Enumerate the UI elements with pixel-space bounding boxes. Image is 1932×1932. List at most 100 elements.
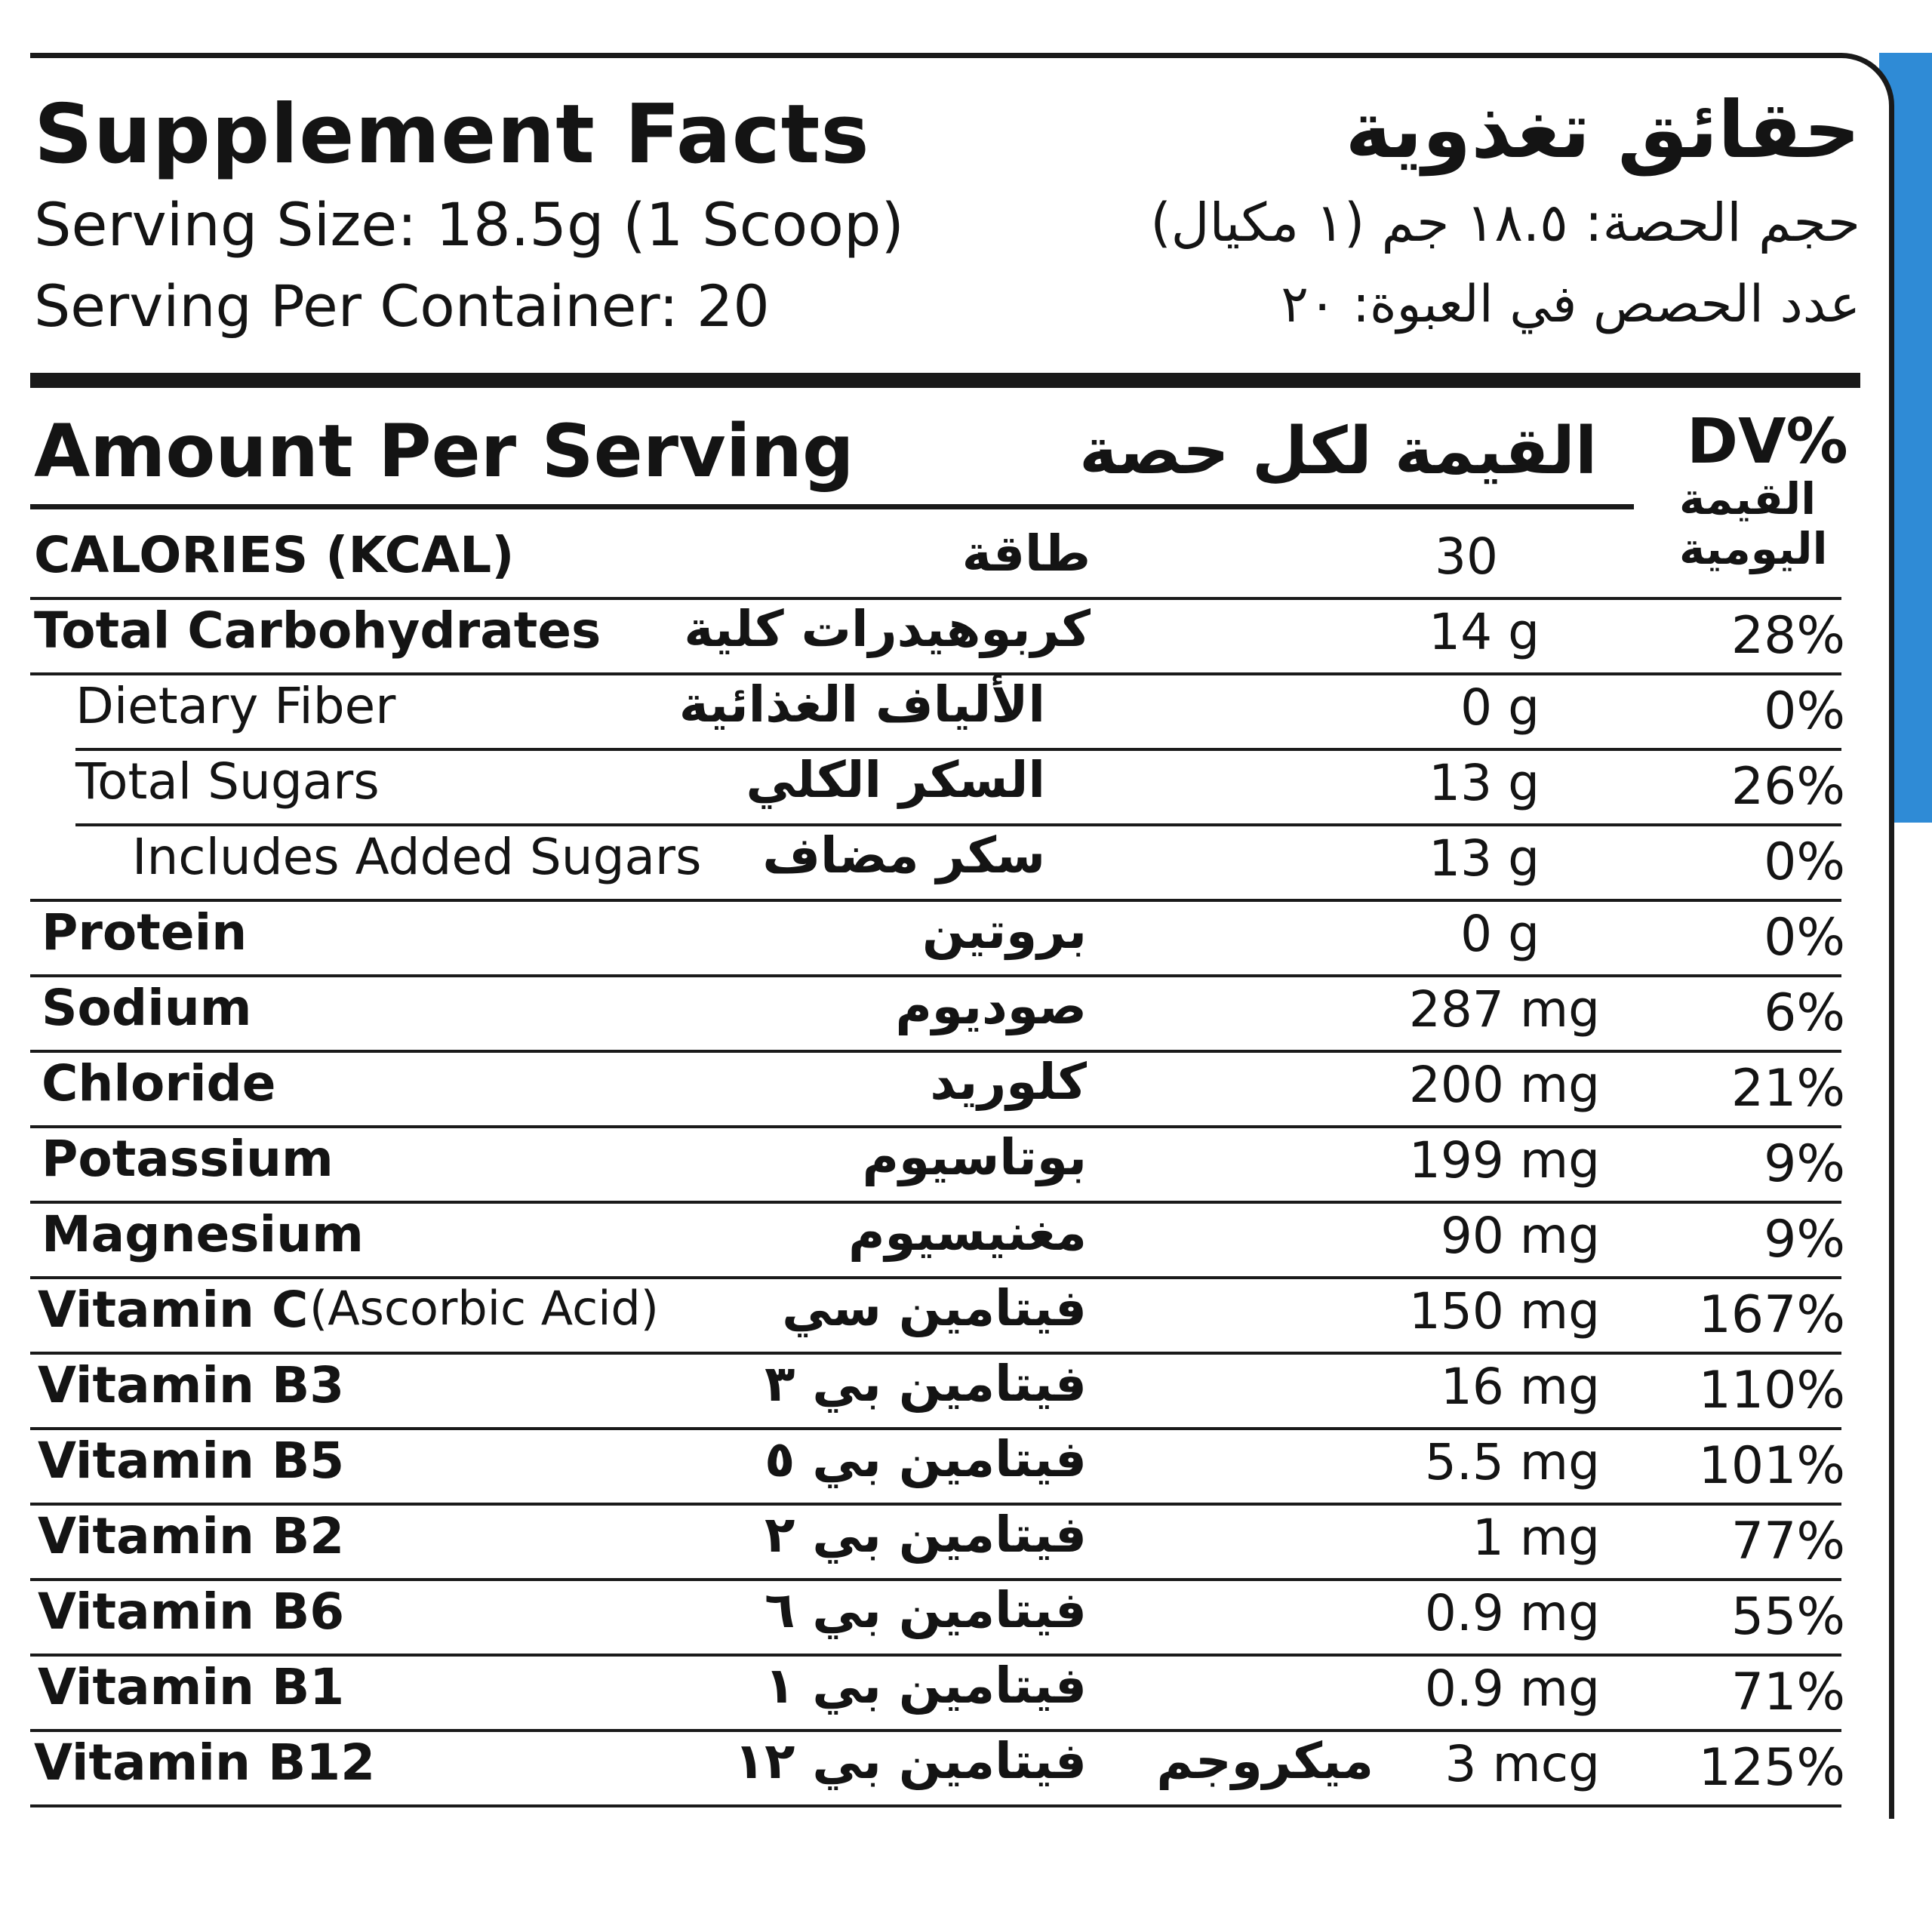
nutrient-name-arabic: فيتامين بي ٥ (764, 1430, 1087, 1488)
nutrient-name-arabic: الألياف الغذائية (678, 675, 1045, 734)
nutrient-name-english: Vitamin C (38, 1281, 309, 1339)
title-arabic: حقائق تغذوية (1345, 84, 1860, 176)
nutrient-name-arabic: بوتاسيوم (862, 1128, 1087, 1186)
nutrient-name-arabic: فيتامين بي ٢ (764, 1506, 1087, 1564)
nutrient-name-arabic: كربوهيدرات كلية (684, 600, 1091, 658)
nutrient-daily-value: 26% (1730, 757, 1845, 817)
row-divider (30, 1729, 1841, 1732)
nutrient-amount: 1 mg (1472, 1509, 1600, 1567)
nutrient-amount: 0.9 mg (1424, 1660, 1600, 1718)
row-divider (75, 748, 1841, 751)
nutrient-name-arabic: سكر مضاف (762, 826, 1045, 884)
nutrient-name-arabic: كلوريد (930, 1053, 1087, 1111)
nutrient-amount: 13 g (1429, 754, 1540, 812)
nutrient-daily-value: 125% (1698, 1738, 1845, 1798)
nutrient-amount: 0 g (1460, 905, 1540, 963)
nutrient-amount: 14 g (1429, 603, 1540, 661)
nutrient-row: Vitamin B3 فيتامين بي ٣ 16 mg 110% (0, 1355, 1932, 1430)
nutrient-amount: 16 mg (1440, 1358, 1600, 1416)
nutrient-name-english: Vitamin B2 (38, 1507, 345, 1565)
nutrient-name-arabic: بروتين (922, 902, 1087, 960)
nutrient-daily-value: 77% (1730, 1512, 1845, 1571)
nutrient-amount: 0 g (1460, 678, 1540, 737)
nutrient-name-arabic: فيتامين بي ١ (764, 1657, 1087, 1715)
nutrient-row: CALORIES (KCAL) طاقة 30 (0, 525, 1932, 600)
nutrient-row: Vitamin C (Ascorbic Acid) فيتامين سي 150 mg… (0, 1279, 1932, 1355)
amount-per-serving-english: Amount Per Serving (34, 409, 854, 494)
nutrient-unit-arabic: ميكروجم (1156, 1732, 1374, 1790)
nutrient-amount: 90 mg (1440, 1207, 1600, 1265)
nutrient-name-english: Vitamin B5 (38, 1432, 345, 1490)
daily-value-arabic-line2: اليومية (1679, 523, 1828, 574)
nutrient-row: Total Sugars السكر الكلي 13 g 26% (0, 751, 1932, 826)
nutrient-amount: 199 mg (1408, 1131, 1600, 1189)
nutrient-daily-value: 167% (1698, 1285, 1845, 1345)
nutrient-amount: 30 (1435, 528, 1498, 586)
nutrient-name-english: Chloride (42, 1054, 276, 1112)
nutrient-daily-value: 9% (1764, 1134, 1845, 1194)
daily-value-arabic-line1: القيمة (1679, 473, 1817, 525)
row-divider (75, 823, 1841, 826)
nutrient-name-english: Protein (42, 903, 248, 961)
nutrient-amount: 13 g (1429, 829, 1540, 888)
header-divider (30, 373, 1860, 388)
nutrient-name-arabic: صوديوم (895, 977, 1087, 1035)
nutrient-name-arabic: فيتامين بي ١٢ (734, 1732, 1087, 1790)
nutrient-amount: 0.9 mg (1424, 1584, 1600, 1642)
amount-header-rule (30, 504, 1634, 509)
nutrient-daily-value: 110% (1698, 1361, 1845, 1420)
nutrient-daily-value: 71% (1730, 1663, 1845, 1722)
row-divider (30, 597, 1841, 600)
nutrient-name-english: Vitamin B12 (34, 1734, 376, 1792)
nutrient-daily-value: 101% (1698, 1436, 1845, 1496)
nutrient-name-arabic: طاقة (961, 525, 1091, 583)
nutrient-row: Chloride كلوريد 200 mg 21% (0, 1053, 1932, 1128)
row-divider (30, 1427, 1841, 1430)
nutrient-name-arabic: فيتامين بي ٣ (764, 1355, 1087, 1413)
nutrient-amount: 150 mg (1408, 1282, 1600, 1340)
nutrient-name-english: Sodium (42, 979, 252, 1037)
nutrient-name-english: Total Sugars (75, 752, 380, 811)
nutrient-name-english: Potassium (42, 1130, 334, 1188)
title-english: Supplement Facts (34, 88, 870, 182)
nutrient-daily-value: 6% (1764, 983, 1845, 1043)
nutrient-daily-value: 28% (1730, 606, 1845, 666)
row-divider (30, 1276, 1841, 1279)
nutrient-name-arabic: فيتامين بي ٦ (764, 1581, 1087, 1639)
nutrient-name-english: Vitamin B6 (38, 1583, 345, 1641)
nutrient-amount: 200 mg (1408, 1056, 1600, 1114)
nutrient-name-english: CALORIES (KCAL) (34, 526, 515, 584)
nutrient-name-suffix: (Ascorbic Acid) (309, 1281, 659, 1336)
nutrient-row: Total Carbohydrates كربوهيدرات كلية 14 g 28… (0, 600, 1932, 675)
nutrient-daily-value: 21% (1730, 1059, 1845, 1118)
nutrient-row: Vitamin B12 فيتامين بي ١٢ ميكروجم 3 mcg 125% (0, 1732, 1932, 1807)
serving-size-english: Serving Size: 18.5g (1 Scoop) (34, 192, 904, 260)
nutrient-name-english: Vitamin B3 (38, 1356, 345, 1414)
label-panel (30, 53, 1894, 1819)
nutrient-amount: 287 mg (1408, 980, 1600, 1038)
nutrient-row: Vitamin B5 فيتامين بي ٥ 5.5 mg 101% (0, 1430, 1932, 1506)
nutrient-name-english: Total Carbohydrates (34, 601, 601, 660)
servings-per-container-arabic: عدد الحصص في العبوة: ٢٠ (1281, 275, 1860, 334)
row-divider (30, 1201, 1841, 1204)
row-divider (30, 1804, 1841, 1807)
nutrient-name-english: Vitamin B1 (38, 1658, 345, 1716)
nutrient-row: Sodium صوديوم 287 mg 6% (0, 977, 1932, 1053)
nutrient-row: Vitamin B2 فيتامين بي ٢ 1 mg 77% (0, 1506, 1932, 1581)
row-divider (30, 672, 1841, 675)
row-divider (30, 899, 1841, 902)
row-divider (30, 1050, 1841, 1053)
row-divider (30, 1503, 1841, 1506)
nutrient-name-english: Includes Added Sugars (132, 828, 702, 886)
nutrient-name-arabic: مغنيسيوم (848, 1204, 1087, 1262)
daily-value-heading: DV% (1687, 406, 1848, 478)
nutrient-daily-value: 0% (1764, 681, 1845, 741)
nutrient-row: Potassium بوتاسيوم 199 mg 9% (0, 1128, 1932, 1204)
nutrient-name-arabic: فيتامين سي (782, 1279, 1087, 1337)
image-bottom-margin (0, 1819, 1932, 1932)
nutrient-daily-value: 55% (1730, 1587, 1845, 1647)
nutrient-row: Vitamin B6 فيتامين بي ٦ 0.9 mg 55% (0, 1581, 1932, 1657)
nutrient-row: Includes Added Sugars سكر مضاف 13 g 0% (0, 826, 1932, 902)
row-divider (30, 1352, 1841, 1355)
nutrient-row: Vitamin B1 فيتامين بي ١ 0.9 mg 71% (0, 1657, 1932, 1732)
